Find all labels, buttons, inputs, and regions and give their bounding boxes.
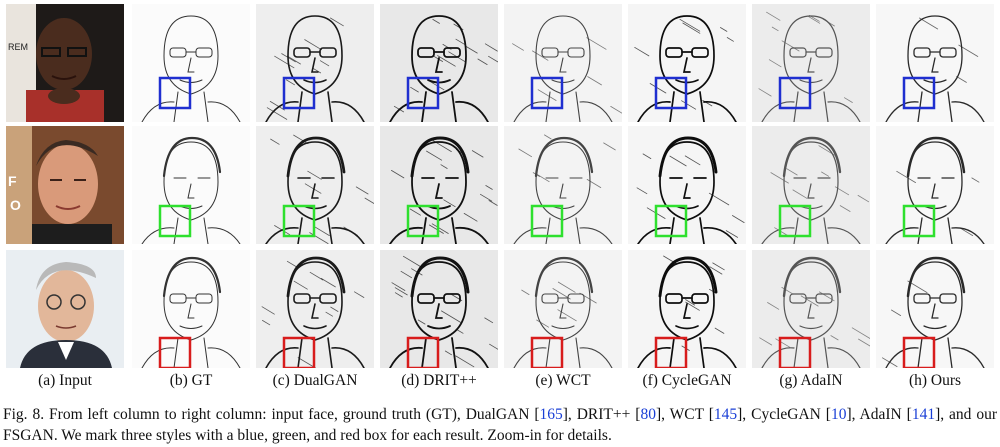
column-label-wct: (e) WCT [535, 372, 591, 389]
sketch-result-dualgan-row-3 [256, 250, 374, 368]
input-photo-input-row-1: REM [6, 4, 124, 122]
highlight-box-row-3 [778, 336, 812, 368]
sketch-result-cyclegan-row-1 [628, 4, 746, 122]
sketch-result-drit-row-2 [380, 126, 498, 244]
highlight-box-row-2 [902, 204, 936, 238]
sketch-result-adain-row-1 [752, 4, 870, 122]
sketch-result-gt-row-3 [132, 250, 250, 368]
sketch-result-adain-row-3 [752, 250, 870, 368]
highlight-box-row-1 [282, 76, 316, 110]
input-photo-input-row-3 [6, 250, 124, 368]
caption-text-6: ], and our FSGAN. We mark three styles w… [3, 406, 998, 444]
caption-text-2: ], DRIT++ [ [562, 406, 641, 423]
sketch-result-wct-row-2 [504, 126, 622, 244]
sketch-result-adain-row-2 [752, 126, 870, 244]
sketch-result-drit-row-3 [380, 250, 498, 368]
sketch-result-dualgan-row-1 [256, 4, 374, 122]
highlight-box-row-2 [158, 204, 192, 238]
highlight-box-row-2 [406, 204, 440, 238]
highlight-box-row-2 [282, 204, 316, 238]
sketch-result-gt-row-1 [132, 4, 250, 122]
column-label-ours: (h) Ours [908, 372, 962, 389]
highlight-box-row-2 [530, 204, 564, 238]
highlight-box-row-1 [158, 76, 192, 110]
ref-link-cyclegan[interactable]: 10 [830, 406, 847, 423]
sketch-result-ours-row-1 [876, 4, 994, 122]
caption-text-4: ], CycleGAN [ [737, 406, 831, 423]
highlight-box-row-3 [406, 336, 440, 368]
sketch-result-cyclegan-row-3 [628, 250, 746, 368]
highlight-box-row-3 [530, 336, 564, 368]
highlight-box-row-3 [654, 336, 688, 368]
sketch-result-ours-row-2 [876, 126, 994, 244]
caption-text-1: Fig. 8. From left column to right column… [3, 406, 540, 423]
highlight-box-row-1 [406, 76, 440, 110]
caption-text-3: ], WCT [ [655, 406, 714, 423]
sketch-result-ours-row-3 [876, 250, 994, 368]
highlight-box-row-1 [778, 76, 812, 110]
column-label-input: (a) Input [38, 372, 92, 389]
column-label-gt: (b) GT [169, 372, 213, 389]
figure-caption: Fig. 8. From left column to right column… [3, 404, 997, 446]
sketch-result-gt-row-2 [132, 126, 250, 244]
sketch-result-cyclegan-row-2 [628, 126, 746, 244]
svg-text:F: F [8, 173, 17, 189]
column-label-dualgan: (c) DualGAN [272, 372, 358, 389]
sketch-result-wct-row-1 [504, 4, 622, 122]
sketch-result-wct-row-3 [504, 250, 622, 368]
figure-grid: REM F O [6, 4, 994, 368]
highlight-box-row-1 [902, 76, 936, 110]
highlight-box-row-3 [158, 336, 192, 368]
sketch-result-drit-row-1 [380, 4, 498, 122]
svg-text:O: O [10, 197, 21, 213]
column-label-adain: (g) AdaIN [779, 372, 843, 389]
sketch-result-dualgan-row-2 [256, 126, 374, 244]
ref-link-adain[interactable]: 141 [911, 406, 936, 423]
highlight-box-row-2 [778, 204, 812, 238]
ref-link-dualgan[interactable]: 165 [539, 406, 563, 423]
column-label-cyclegan: (f) CycleGAN [642, 372, 732, 389]
ref-link-drit[interactable]: 80 [640, 406, 656, 423]
highlight-box-row-1 [530, 76, 564, 110]
highlight-box-row-1 [654, 76, 688, 110]
caption-text-5: ], AdaIN [ [846, 406, 912, 423]
svg-text:REM: REM [8, 42, 28, 52]
highlight-box-row-2 [654, 204, 688, 238]
ref-link-wct[interactable]: 145 [713, 406, 738, 423]
highlight-box-row-3 [902, 336, 936, 368]
column-label-drit: (d) DRIT++ [401, 372, 477, 389]
highlight-box-row-3 [282, 336, 316, 368]
